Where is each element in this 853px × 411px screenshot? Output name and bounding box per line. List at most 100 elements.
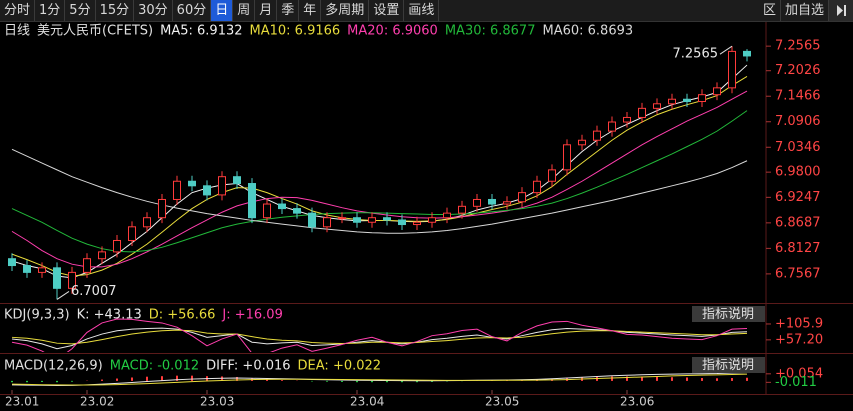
series-line: [11, 110, 748, 253]
candle-body: [278, 203, 286, 210]
indicator-help-label: 指标说明: [702, 358, 754, 373]
candle-body: [23, 265, 31, 273]
x-tick-label: 23.05: [485, 395, 519, 409]
candle-body: [8, 258, 16, 267]
toolbar-button[interactable]: 加自选: [781, 0, 829, 21]
y-tick-label: +57.20: [775, 332, 823, 347]
plot: [8, 46, 751, 300]
x-tick-label: 23.06: [620, 395, 654, 409]
toolbar-button[interactable]: 60分: [173, 0, 212, 21]
candle-body: [488, 198, 496, 205]
toolbar-button[interactable]: 1分: [35, 0, 66, 21]
legend-entry: MA5: 6.9132: [160, 24, 242, 39]
candle-body: [293, 208, 301, 214]
max-annotation: 7.2565: [673, 47, 719, 62]
y-tick-label: 6.7567: [775, 266, 821, 281]
legend-entry: MACD: -0.012: [110, 359, 199, 374]
candle-body: [503, 201, 511, 205]
candle-body: [158, 198, 166, 219]
candle-body: [128, 226, 136, 241]
plot: [11, 318, 748, 352]
candle-body: [203, 185, 211, 196]
toolbar-button[interactable]: 年: [299, 0, 322, 21]
chart-area: 7.2565 6.7007 7.2565 7.2026 7.1466 7.0906 7.03…: [0, 22, 853, 409]
candle-body: [398, 219, 406, 226]
indicator-help-label: 指标说明: [702, 307, 754, 322]
y-tick-label: 7.0906: [775, 114, 821, 129]
toolbar-button[interactable]: 30分: [134, 0, 173, 21]
y-tick-label: 6.8687: [775, 215, 821, 230]
candle-body: [473, 198, 481, 207]
series-line: [11, 64, 748, 279]
y-tick-label: 6.8127: [775, 241, 821, 256]
y-tick-label: 7.0346: [775, 140, 821, 155]
period-tabs: 分时 1分 5分 15分 30分 60分日周月季年多周期 设置 画线: [0, 0, 440, 21]
candle-body: [353, 217, 361, 223]
candle-body: [38, 267, 46, 273]
legend-entry: 美元人民币(CFETS): [37, 24, 153, 39]
legend-entry: K: +43.13: [77, 308, 142, 323]
legend-entry: DIFF: +0.016: [206, 359, 290, 374]
toolbar-button[interactable]: 日: [211, 0, 234, 21]
legend-entry: D: +56.66: [149, 308, 216, 323]
indicator-help-button[interactable]: [692, 306, 765, 322]
series-line: [11, 373, 748, 386]
toolbar-actions: 区加自选: [759, 0, 853, 21]
toolbar-button[interactable]: 画线: [404, 0, 440, 21]
toolbar-button[interactable]: 5分: [65, 0, 96, 21]
legend-entry: MA20: 6.9060: [347, 24, 438, 39]
x-tick-label: 23.04: [350, 395, 384, 409]
candle-body: [593, 130, 601, 141]
legend-entry: MA30: 6.8677: [445, 24, 536, 39]
candle-body: [578, 139, 586, 146]
y-tick-label: -0.011: [775, 375, 817, 390]
legend-entry: MA10: 6.9166: [250, 24, 341, 39]
candle-body: [188, 180, 196, 187]
candle-body: [233, 176, 241, 185]
candle-body: [668, 98, 676, 105]
candle-body: [83, 258, 91, 273]
legend-entry: KDJ(9,3,3): [4, 308, 70, 323]
min-leader: [56, 290, 70, 300]
candle-body: [548, 169, 556, 182]
toolbar-button[interactable]: 多周期: [321, 0, 370, 21]
y-tick-label: +0.054: [775, 366, 823, 381]
y-tick-label: +105.9: [775, 316, 823, 331]
candle-body: [518, 192, 526, 203]
candle-body: [428, 217, 436, 223]
series-line: [11, 329, 748, 345]
candle-body: [308, 212, 316, 228]
indicator-help-button[interactable]: [692, 357, 765, 373]
candle-body: [413, 221, 421, 226]
legend-entry: MA60: 6.8693: [542, 24, 633, 39]
candle-body: [713, 87, 721, 96]
candle-body: [653, 103, 661, 109]
toolbar-button[interactable]: 季: [277, 0, 300, 21]
candle-body: [623, 116, 631, 123]
y-tick-label: 7.2565: [775, 39, 821, 54]
y-tick-label: 6.9247: [775, 190, 821, 205]
toolbar: 分时 1分 5分 15分 30分 60分日周月季年多周期 设置 画线 区加自选: [0, 0, 853, 22]
candle-body: [173, 180, 181, 200]
collapse-icon[interactable]: [829, 0, 853, 21]
max-leader: [719, 45, 733, 55]
toolbar-button[interactable]: 周: [233, 0, 256, 21]
x-tick-label: 23.03: [200, 395, 234, 409]
y-tick-label: 7.2026: [775, 63, 821, 78]
series-line: [11, 76, 748, 277]
series-line: [11, 327, 748, 350]
legend-entry: DEA: +0.022: [298, 359, 382, 374]
toolbar-button[interactable]: 设置: [369, 0, 405, 21]
toolbar-button[interactable]: 月: [255, 0, 278, 21]
toolbar-button[interactable]: 15分: [96, 0, 135, 21]
toolbar-button[interactable]: 区: [759, 0, 781, 21]
candle-body: [533, 180, 541, 194]
toolbar-button[interactable]: 分时: [0, 0, 36, 21]
y-tick-label: 7.1466: [775, 89, 821, 104]
min-annotation: 6.7007: [71, 284, 117, 299]
candle-body: [263, 203, 271, 219]
candle-body: [608, 121, 616, 132]
series-line: [11, 318, 748, 352]
candle-body: [218, 176, 226, 196]
candle-body: [113, 239, 121, 253]
